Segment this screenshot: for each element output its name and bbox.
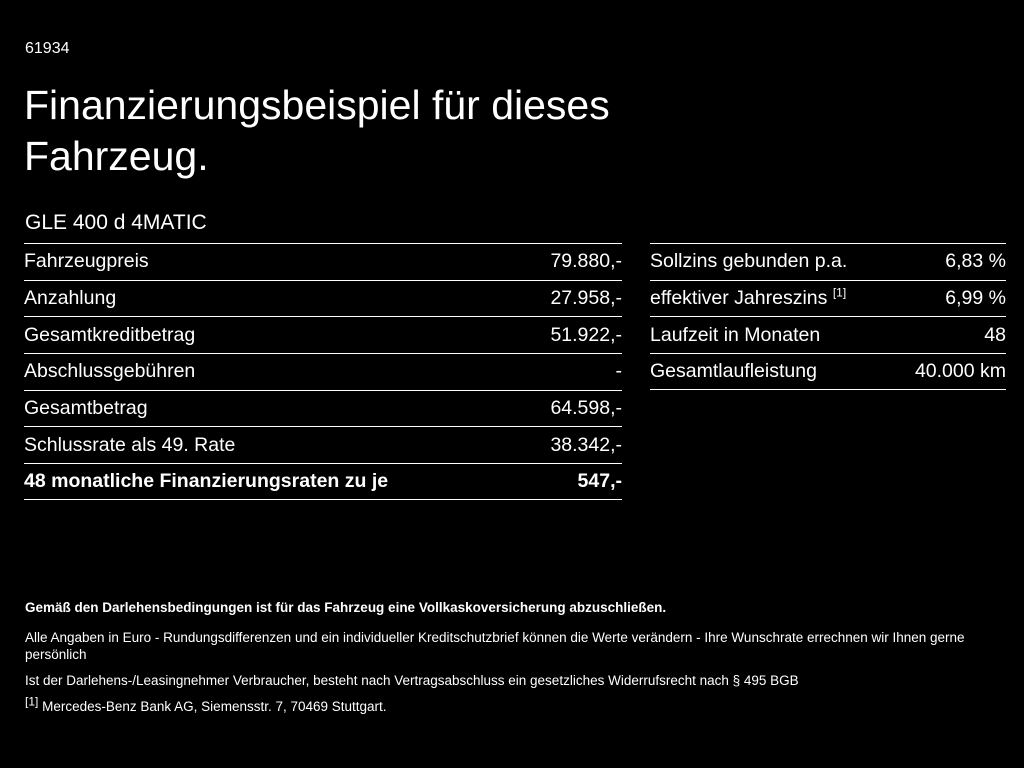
row-value: 40.000 km bbox=[914, 359, 1006, 382]
table-row: Gesamtbetrag 64.598,- bbox=[24, 389, 622, 427]
footnotes-section: Gemäß den Darlehensbedingungen ist für d… bbox=[25, 599, 1001, 716]
row-label-text: effektiver Jahreszins bbox=[650, 287, 828, 310]
row-value: 48 bbox=[984, 323, 1006, 346]
table-row: Laufzeit in Monaten 48 bbox=[650, 316, 1006, 353]
footnote-ref-marker: [1] bbox=[25, 694, 39, 709]
row-label: Laufzeit in Monaten bbox=[650, 323, 821, 346]
row-value: 51.922,- bbox=[550, 323, 622, 346]
row-label: 48 monatliche Finanzierungsraten zu je bbox=[24, 469, 389, 492]
row-label: Gesamtbetrag bbox=[24, 397, 148, 420]
row-label: Gesamtkreditbetrag bbox=[24, 323, 196, 346]
vehicle-model: GLE 400 d 4MATIC bbox=[25, 211, 207, 234]
footnote-bank-reference: [1] Mercedes-Benz Bank AG, Siemensstr. 7… bbox=[25, 694, 1001, 716]
page-title: Finanzierungsbeispiel für dieses Fahrzeu… bbox=[24, 80, 610, 183]
table-row: Fahrzeugpreis 79.880,- bbox=[24, 243, 622, 280]
row-label: Schlussrate als 49. Rate bbox=[24, 433, 236, 456]
row-value: 79.880,- bbox=[550, 250, 622, 273]
financing-table-left: Fahrzeugpreis 79.880,- Anzahlung 27.958,… bbox=[24, 243, 622, 500]
table-row: Anzahlung 27.958,- bbox=[24, 279, 622, 317]
row-label: Anzahlung bbox=[24, 287, 117, 310]
row-value: 6,99 % bbox=[945, 287, 1006, 310]
row-label: Fahrzeugpreis bbox=[24, 250, 149, 273]
footnote-insurance: Gemäß den Darlehensbedingungen ist für d… bbox=[25, 600, 667, 615]
table-row: Schlussrate als 49. Rate 38.342,- bbox=[24, 426, 622, 463]
page-title-line2: Fahrzeug. bbox=[24, 133, 209, 180]
row-label: Sollzins gebunden p.a. bbox=[650, 250, 848, 273]
table-row: effektiver Jahreszins [1] 6,99 % bbox=[650, 279, 1006, 317]
footnote-bank-text: Mercedes-Benz Bank AG, Siemensstr. 7, 70… bbox=[42, 699, 387, 715]
financing-table-right: Sollzins gebunden p.a. 6,83 % effektiver… bbox=[650, 243, 1006, 390]
document-number: 61934 bbox=[25, 40, 70, 57]
table-row: Gesamtlaufleistung 40.000 km bbox=[650, 353, 1006, 390]
row-label: effektiver Jahreszins [1] bbox=[650, 287, 846, 310]
footnote-ref-marker: [1] bbox=[832, 285, 847, 300]
row-value: 64.598,- bbox=[550, 397, 622, 420]
footnote-withdrawal-note: Ist der Darlehens-/Leasingnehmer Verbrau… bbox=[25, 673, 799, 689]
table-row: Abschlussgebühren - bbox=[24, 353, 622, 390]
row-label: Abschlussgebühren bbox=[24, 360, 196, 383]
row-label: Gesamtlaufleistung bbox=[650, 359, 817, 382]
row-value: - bbox=[615, 360, 623, 383]
row-value: 547,- bbox=[577, 469, 622, 492]
table-row: Sollzins gebunden p.a. 6,83 % bbox=[650, 243, 1006, 280]
table-row-monthly-rate: 48 monatliche Finanzierungsraten zu je 5… bbox=[24, 463, 622, 500]
row-value: 27.958,- bbox=[550, 287, 622, 310]
page-title-line1: Finanzierungsbeispiel für dieses bbox=[24, 82, 610, 128]
footnote-euro-note: Alle Angaben in Euro - Rundungsdifferenz… bbox=[25, 629, 965, 663]
table-row: Gesamtkreditbetrag 51.922,- bbox=[24, 316, 622, 353]
row-value: 6,83 % bbox=[945, 250, 1006, 273]
row-value: 38.342,- bbox=[550, 433, 622, 456]
